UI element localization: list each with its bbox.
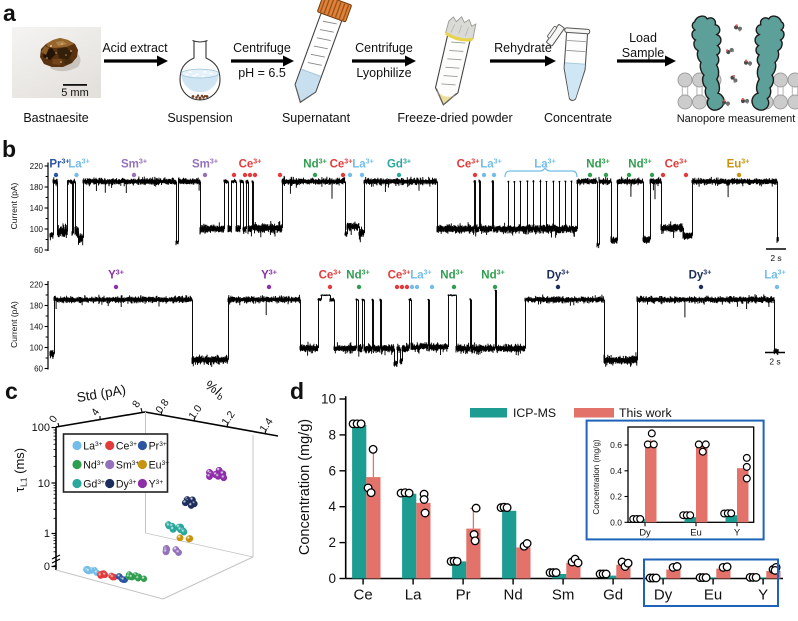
svg-text:60: 60	[34, 364, 43, 373]
svg-text:Dy: Dy	[654, 587, 673, 604]
svg-text:Y: Y	[734, 527, 741, 538]
svg-text:Bastnaesite: Bastnaesite	[23, 111, 88, 125]
svg-text:2: 2	[328, 535, 336, 550]
svg-text:180: 180	[30, 183, 44, 192]
svg-text:Concentration (mg/g): Concentration (mg/g)	[297, 419, 313, 555]
svg-text:180: 180	[30, 301, 44, 310]
svg-text:Eu: Eu	[704, 587, 722, 604]
svg-text:8: 8	[130, 398, 143, 410]
svg-text:This work: This work	[619, 406, 672, 420]
svg-text:Ce: Ce	[354, 587, 373, 604]
svg-text:0.4: 0.4	[610, 466, 622, 476]
svg-text:2 s: 2 s	[769, 357, 780, 367]
svg-text:4: 4	[328, 499, 336, 514]
svg-text:pH = 6.5: pH = 6.5	[238, 66, 286, 80]
svg-text:220: 220	[30, 280, 44, 289]
svg-text:Current (pA): Current (pA)	[9, 182, 19, 229]
svg-text:Sample: Sample	[622, 46, 664, 60]
svg-text:220: 220	[30, 162, 44, 171]
svg-text:La: La	[405, 587, 422, 604]
svg-text:Pr: Pr	[456, 587, 471, 604]
svg-text:Freeze-dried powder: Freeze-dried powder	[397, 111, 512, 125]
svg-text:100: 100	[30, 343, 44, 352]
svg-text:0.0: 0.0	[610, 517, 622, 527]
svg-text:6: 6	[328, 463, 336, 478]
svg-text:Current (pA): Current (pA)	[9, 301, 19, 348]
svg-text:0.2: 0.2	[610, 492, 622, 502]
svg-text:d: d	[290, 378, 304, 404]
svg-text:Load: Load	[629, 31, 657, 45]
svg-text:Concentrate: Concentrate	[544, 111, 612, 125]
svg-text:Centrifuge: Centrifuge	[233, 41, 291, 55]
svg-text:10: 10	[38, 478, 50, 490]
svg-text:ICP-MS: ICP-MS	[513, 406, 556, 420]
svg-text:Rehydrate: Rehydrate	[494, 41, 552, 55]
svg-text:60: 60	[34, 246, 43, 255]
svg-text:Suspension: Suspension	[167, 111, 232, 125]
svg-text:c: c	[5, 378, 18, 404]
svg-text:Acid extract: Acid extract	[102, 41, 168, 55]
svg-text:Nanopore measurement: Nanopore measurement	[677, 113, 796, 125]
svg-text:8: 8	[328, 427, 336, 442]
svg-text:Lyophilize: Lyophilize	[356, 66, 411, 80]
svg-text:Sm: Sm	[552, 587, 575, 604]
svg-text:0: 0	[44, 561, 50, 573]
svg-text:Supernatant: Supernatant	[282, 111, 351, 125]
svg-text:Concentration (mg/g): Concentration (mg/g)	[592, 439, 601, 514]
svg-text:2 s: 2 s	[770, 253, 781, 263]
svg-text:100: 100	[32, 422, 50, 434]
svg-text:a: a	[3, 0, 16, 26]
svg-text:4: 4	[89, 406, 102, 418]
svg-text:b: b	[2, 136, 16, 162]
svg-text:Eu: Eu	[690, 527, 702, 538]
svg-text:Gd: Gd	[603, 587, 623, 604]
svg-text:0.6: 0.6	[610, 440, 622, 450]
svg-text:140: 140	[30, 204, 44, 213]
svg-text:Y: Y	[758, 587, 768, 604]
svg-text:0: 0	[47, 413, 60, 425]
svg-text:Nd: Nd	[504, 587, 523, 604]
svg-text:100: 100	[30, 225, 44, 234]
svg-text:0: 0	[328, 571, 336, 586]
svg-text:5 mm: 5 mm	[61, 87, 89, 99]
svg-text:Dy: Dy	[639, 527, 651, 538]
svg-text:Centrifuge: Centrifuge	[355, 41, 413, 55]
svg-text:140: 140	[30, 322, 44, 331]
svg-text:1: 1	[44, 528, 50, 540]
svg-text:10: 10	[321, 392, 336, 407]
